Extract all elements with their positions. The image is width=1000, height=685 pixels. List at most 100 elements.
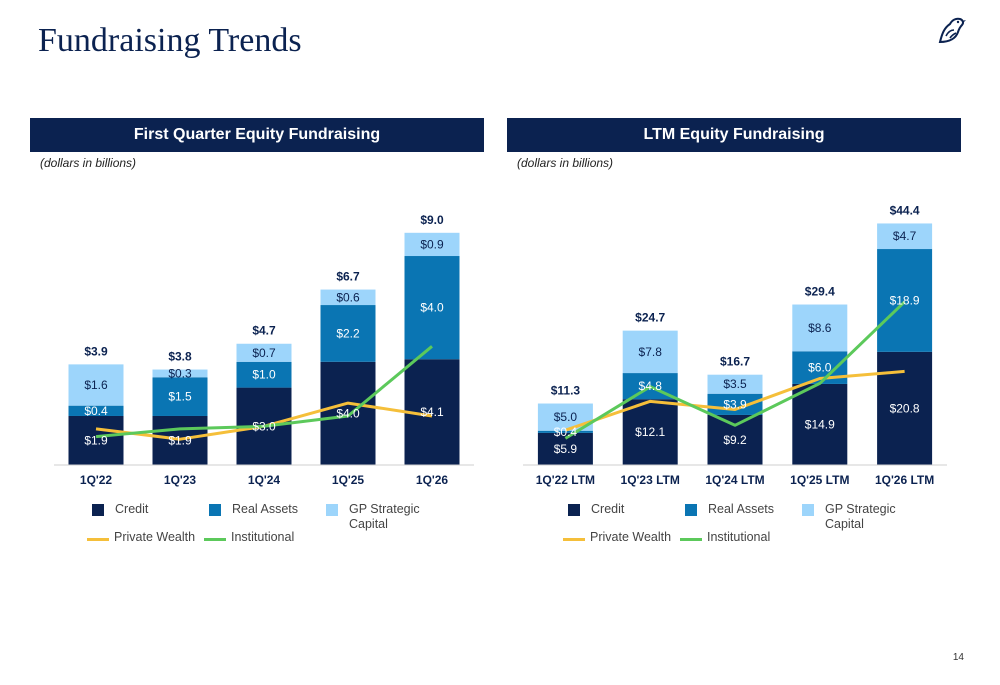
page-title: Fundraising Trends <box>38 22 302 59</box>
legend-credit-swatch <box>92 504 104 516</box>
legend-real-assets-swatch <box>209 504 221 516</box>
category-label-1q-26: 1Q'26 <box>416 473 449 487</box>
legend-real-assets-label: Real Assets <box>708 502 775 516</box>
bar-gp-strategic-capital-1q-24-ltm <box>707 374 763 394</box>
legend-credit-label: Credit <box>591 502 625 516</box>
bar-credit-1q-23-ltm <box>622 399 678 465</box>
data-label-gp-strategic-capital-1q-24-ltm: $3.5 <box>723 377 747 391</box>
data-label-real-assets-1q-22-ltm: $0.4 <box>554 425 578 439</box>
ltm-chart: $5.9 $0.4$5.0 $11.3 1Q'22 LTM $12.1 $4.8 $7.8 $… <box>523 203 947 487</box>
bar-gp-strategic-capital-1q-25-ltm <box>792 304 848 352</box>
legend-institutional-label: Institutional <box>231 530 295 544</box>
data-label-gp-strategic-capital-1q-25-ltm: $8.6 <box>808 321 832 335</box>
legend-private-wealth-line <box>563 538 585 541</box>
panel-header-ltm: LTM Equity Fundraising <box>507 118 961 152</box>
category-label-1q-24: 1Q'24 <box>248 473 281 487</box>
data-label-real-assets-1q-25-ltm: $6.0 <box>808 361 832 375</box>
line-institutional <box>95 345 433 439</box>
total-label-1q-26: $9.0 <box>420 213 444 227</box>
category-label-1q-23: 1Q'23 <box>164 473 197 487</box>
data-label-credit-1q-22-ltm: $5.9 <box>554 442 578 456</box>
line-private-wealth <box>564 369 905 432</box>
bar-gp-strategic-capital-1q-22 <box>68 364 124 406</box>
data-label-real-assets-1q-24-ltm: $3.9 <box>723 397 747 411</box>
legend-real-assets-label: Real Assets <box>232 502 299 516</box>
bar-real-assets-1q-26-ltm <box>877 249 933 352</box>
legend-institutional: Institutional <box>680 530 770 545</box>
legend-credit-label: Credit <box>115 502 149 516</box>
data-label-gp-strategic-capital-1q-26: $0.9 <box>420 237 444 251</box>
data-label-real-assets-1q-22: $0.4 <box>84 404 108 418</box>
total-label-1q-22: $3.9 <box>84 344 108 358</box>
data-label-gp-strategic-capital-1q-22-ltm: $5.0 <box>554 410 578 424</box>
legend-credit: Credit <box>92 502 148 517</box>
bar-gp-strategic-capital-1q-24 <box>236 343 292 362</box>
total-label-1q-22-ltm: $11.3 <box>551 384 581 398</box>
legend-private-wealth-label: Private Wealth <box>114 530 196 544</box>
bar-credit-1q-22 <box>68 415 124 465</box>
category-label-1q-26-ltm: 1Q'26 LTM <box>875 473 934 487</box>
legend-real-assets: Real Assets <box>209 502 298 517</box>
legend-gp-strategic-swatch <box>802 504 814 516</box>
total-label-1q-24-ltm: $16.7 <box>720 355 750 369</box>
legend-real-assets: Real Assets <box>685 502 774 517</box>
panel-header-first-quarter: First Quarter Equity Fundraising <box>30 118 484 152</box>
left-chart-subtitle: (dollars in billions) <box>40 156 137 170</box>
bar-gp-strategic-capital-1q-23-ltm <box>622 330 678 374</box>
data-label-gp-strategic-capital-1q-24: $0.7 <box>252 346 276 360</box>
legend-private-wealth: Private Wealth <box>87 530 195 545</box>
first-quarter-chart: $1.9 $0.4 $1.6 $3.9 1Q'22 $1.9 $1.5 $0.3 $3.8 1Q'… <box>54 213 474 487</box>
bar-real-assets-1q-26 <box>404 256 460 360</box>
line-institutional <box>564 300 906 440</box>
legend-gp-strategic-label: GP Strategic Capital <box>349 502 420 531</box>
right-chart-legend: Credit Real Assets GP Strategic Capital P… <box>563 502 988 552</box>
bar-real-assets-1q-24 <box>236 361 292 388</box>
data-label-gp-strategic-capital-1q-25: $0.6 <box>336 290 360 304</box>
category-label-1q-22-ltm: 1Q'22 LTM <box>536 473 595 487</box>
bar-gp-strategic-capital-1q-23 <box>152 369 208 378</box>
total-label-1q-23-ltm: $24.7 <box>635 311 665 325</box>
data-label-gp-strategic-capital-1q-26-ltm: $4.7 <box>893 229 917 243</box>
bar-credit-1q-25-ltm <box>792 383 848 465</box>
total-label-1q-23: $3.8 <box>168 350 192 364</box>
legend-private-wealth: Private Wealth <box>563 530 671 545</box>
data-label-real-assets-1q-26-ltm: $18.9 <box>890 293 920 307</box>
data-label-credit-1q-25: $4.0 <box>336 406 360 420</box>
bar-credit-1q-24-ltm <box>707 414 763 465</box>
total-label-1q-24: $4.7 <box>252 324 276 338</box>
data-label-real-assets-1q-25: $2.2 <box>336 326 360 340</box>
legend-real-assets-swatch <box>685 504 697 516</box>
data-label-real-assets-1q-26: $4.0 <box>420 301 444 315</box>
data-label-real-assets-1q-24: $1.0 <box>252 368 276 382</box>
legend-institutional: Institutional <box>204 530 294 545</box>
data-label-credit-1q-24: $3.0 <box>252 419 276 433</box>
legend-gp-strategic: GP Strategic Capital <box>802 502 896 532</box>
data-label-credit-1q-26: $4.1 <box>420 405 444 419</box>
bar-credit-1q-25 <box>320 361 376 465</box>
bar-real-assets-1q-22 <box>68 405 124 416</box>
total-label-1q-25-ltm: $29.4 <box>805 285 835 299</box>
bar-real-assets-1q-25 <box>320 305 376 362</box>
category-label-1q-22: 1Q'22 <box>80 473 113 487</box>
legend-gp-strategic: GP Strategic Capital <box>326 502 420 532</box>
total-label-1q-25: $6.7 <box>336 270 360 284</box>
left-chart-legend: Credit Real Assets GP Strategic Capital P… <box>87 502 512 552</box>
right-chart-subtitle: (dollars in billions) <box>517 156 614 170</box>
data-label-credit-1q-23-ltm: $12.1 <box>635 425 665 439</box>
category-label-1q-23-ltm: 1Q'23 LTM <box>621 473 680 487</box>
legend-gp-strategic-swatch <box>326 504 338 516</box>
data-label-gp-strategic-capital-1q-23: $0.3 <box>168 366 192 380</box>
bar-real-assets-1q-22-ltm <box>537 430 593 433</box>
data-label-gp-strategic-capital-1q-23-ltm: $7.8 <box>639 345 663 359</box>
legend-private-wealth-label: Private Wealth <box>590 530 672 544</box>
data-label-credit-1q-26-ltm: $20.8 <box>890 401 920 415</box>
bird-icon <box>938 17 966 44</box>
bar-gp-strategic-capital-1q-26 <box>404 232 460 257</box>
category-label-1q-25: 1Q'25 <box>332 473 365 487</box>
data-label-real-assets-1q-23-ltm: $4.8 <box>639 379 663 393</box>
legend-credit: Credit <box>568 502 624 517</box>
data-label-credit-1q-22: $1.9 <box>84 433 108 447</box>
page-number: 14 <box>952 652 964 663</box>
bar-credit-1q-26-ltm <box>877 351 933 465</box>
bar-gp-strategic-capital-1q-25 <box>320 289 376 306</box>
